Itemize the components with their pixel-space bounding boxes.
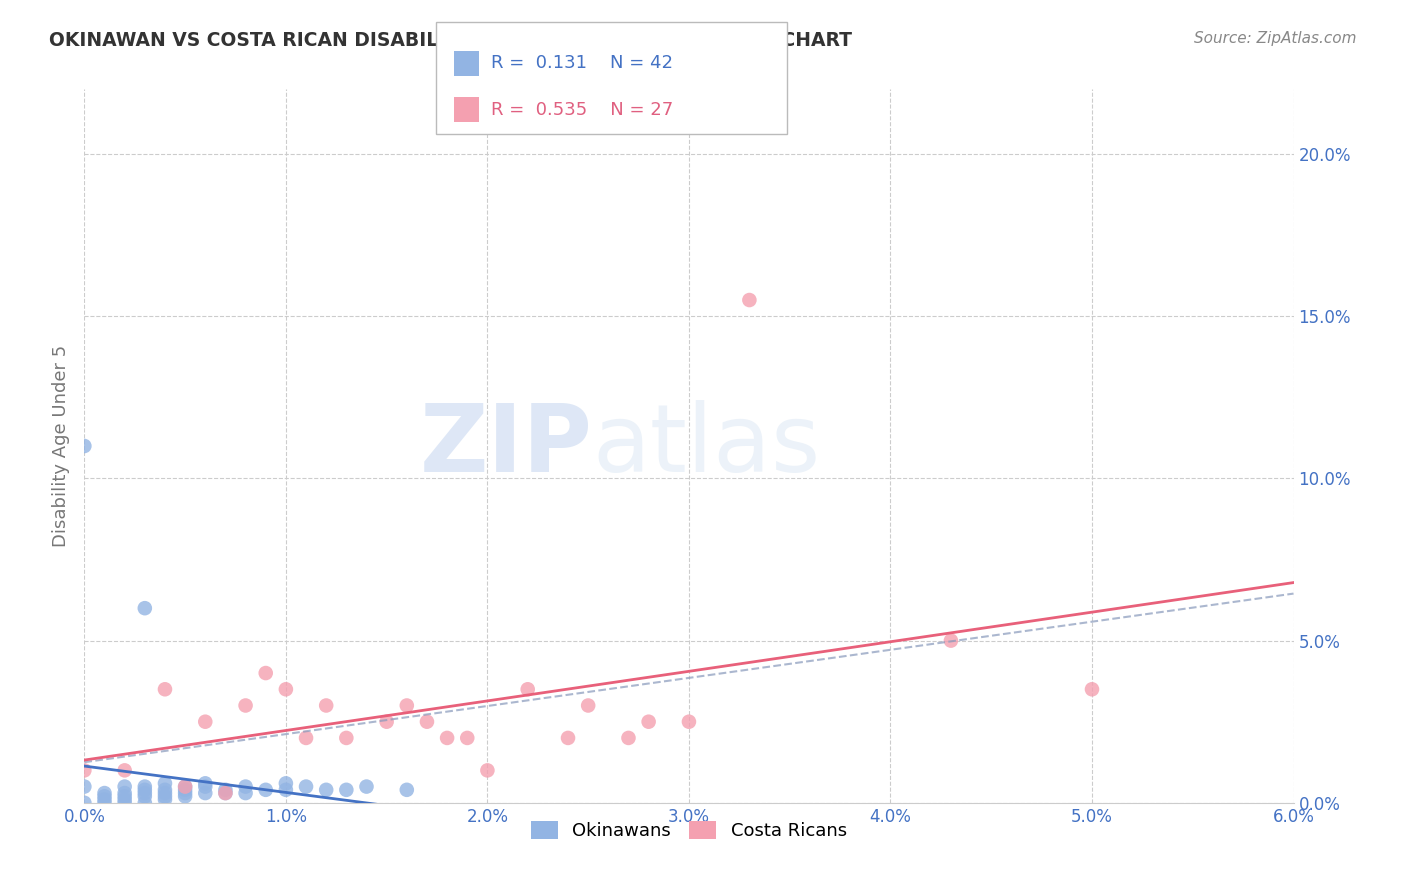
Point [174,789,197,804]
Point [134,780,156,794]
Point [153,782,176,797]
Point [214,786,236,800]
Point [274,776,297,790]
Point [93,786,115,800]
Text: ZIP: ZIP [419,400,592,492]
Point [114,780,136,794]
Point [477,764,499,778]
Point [73,796,96,810]
Point [356,780,378,794]
Point [395,782,418,797]
Y-axis label: Disability Age Under 5: Disability Age Under 5 [52,345,70,547]
Point [134,796,156,810]
Point [557,731,579,745]
Point [73,439,96,453]
Point [114,786,136,800]
Point [134,601,156,615]
Point [134,789,156,804]
Point [214,782,236,797]
Point [153,682,176,697]
Point [194,780,217,794]
Point [274,782,297,797]
Point [114,792,136,806]
Point [335,782,357,797]
Point [153,789,176,804]
Point [315,698,337,713]
Text: R =  0.535    N = 27: R = 0.535 N = 27 [491,101,673,119]
Point [617,731,640,745]
Point [174,780,197,794]
Point [194,786,217,800]
Point [235,786,257,800]
Point [939,633,962,648]
Point [214,786,236,800]
Point [114,764,136,778]
Point [153,776,176,790]
Text: OKINAWAN VS COSTA RICAN DISABILITY AGE UNDER 5 CORRELATION CHART: OKINAWAN VS COSTA RICAN DISABILITY AGE U… [49,31,852,50]
Point [274,682,297,697]
Point [295,780,318,794]
Point [114,789,136,804]
Point [174,786,197,800]
Point [93,796,115,810]
Point [456,731,478,745]
Point [235,698,257,713]
Text: Source: ZipAtlas.com: Source: ZipAtlas.com [1194,31,1357,46]
Point [93,792,115,806]
Point [134,782,156,797]
Point [174,782,197,797]
Point [436,731,458,745]
Text: atlas: atlas [592,400,821,492]
Point [134,786,156,800]
Point [114,796,136,810]
Point [395,698,418,713]
Point [254,666,277,681]
Point [375,714,398,729]
Point [416,714,439,729]
Point [93,789,115,804]
Point [194,714,217,729]
Point [73,764,96,778]
Point [174,780,197,794]
Point [738,293,761,307]
Point [637,714,659,729]
Point [73,780,96,794]
Point [235,780,257,794]
Point [194,776,217,790]
Point [254,782,277,797]
Point [576,698,599,713]
Point [516,682,538,697]
Point [153,786,176,800]
Point [335,731,357,745]
Text: R =  0.131    N = 42: R = 0.131 N = 42 [491,54,672,72]
Point [295,731,318,745]
Point [678,714,700,729]
Point [1081,682,1104,697]
Point [153,792,176,806]
Legend: Okinawans, Costa Ricans: Okinawans, Costa Ricans [523,814,855,847]
Point [315,782,337,797]
